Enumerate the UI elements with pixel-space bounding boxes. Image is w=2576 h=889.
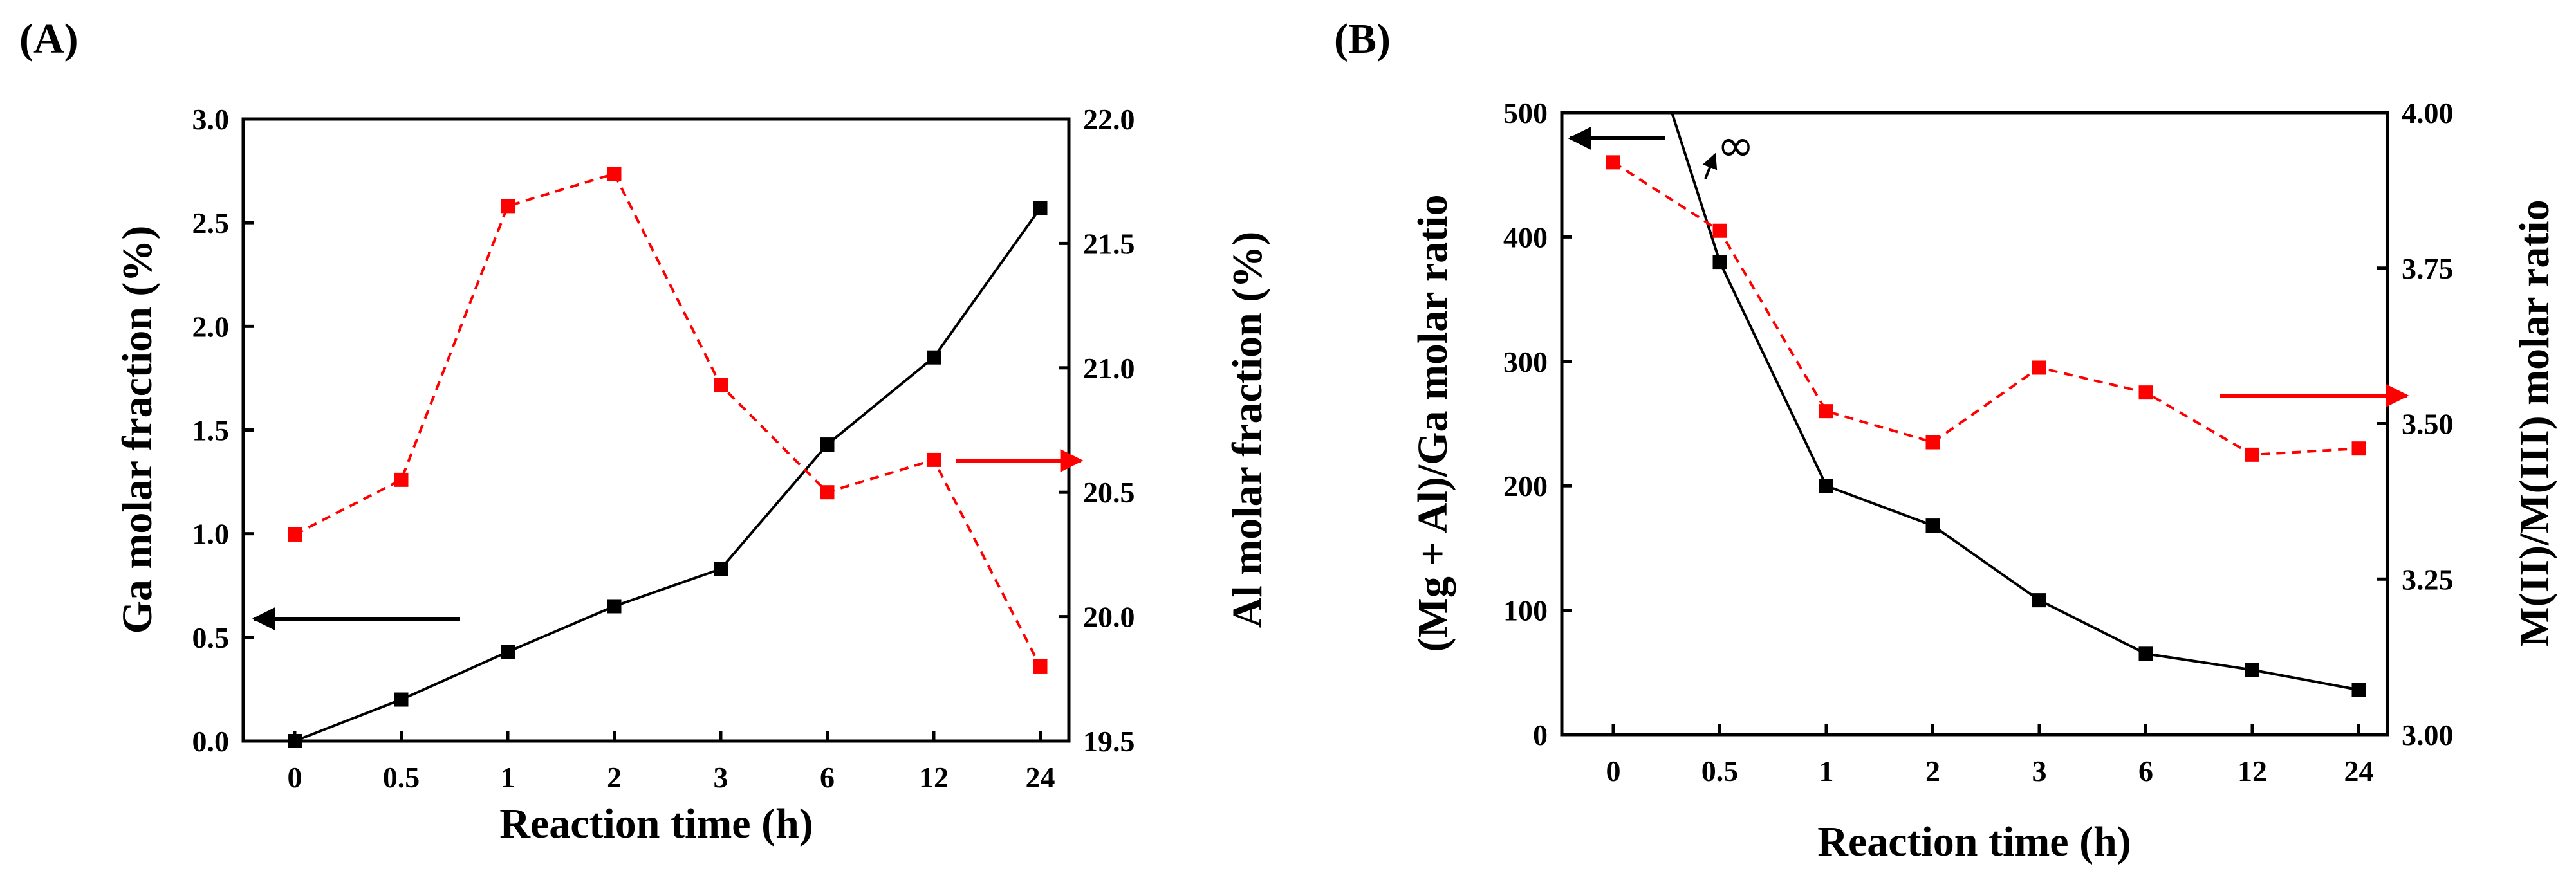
series-a [288,167,1048,748]
x-axis-title-a: Reaction time (h) [499,800,813,847]
series-line [294,172,1042,667]
x-tick-label: 12 [2238,755,2267,787]
y-ticks-left-b: 0 100 200 300 400 500 [1503,96,1572,751]
y-tick-label-left: 1.5 [192,414,230,447]
data-point [501,199,515,214]
y-tick-label-left: 400 [1503,221,1548,253]
data-point [501,645,515,659]
x-tick-label: 1 [501,761,515,794]
data-point [607,599,622,614]
data-point [2245,663,2259,677]
infinity-annotation: ∞ [1717,119,1754,172]
y-tick-label-right: 21.0 [1083,352,1135,385]
y-tick-label-left: 2.5 [192,206,230,239]
y-tick-label-left: 1.0 [192,518,230,551]
panel-a: (A) 0 0.5 1 2 3 6 12 24 0.00.51.01.52.02.53.0 1… [19,15,1271,847]
data-point [2032,593,2046,608]
y-tick-label-left: 0.0 [192,725,230,758]
y-tick-label-right: 19.5 [1083,725,1135,758]
x-tick-label: 0.5 [383,761,420,794]
y-tick-label-right: 20.0 [1083,601,1135,634]
x-tick-label: 1 [1819,755,1834,787]
data-point [1033,659,1048,674]
x-tick-label: 6 [2138,755,2153,787]
plot-frame-b [1560,111,2389,737]
y-ticks-right-b: 3.00 3.25 3.50 3.75 4.00 [2377,96,2454,751]
data-point [2245,447,2259,462]
x-tick-label: 0 [288,761,302,794]
data-point [288,734,302,748]
x-axis-title-b: Reaction time (h) [1817,818,2131,865]
y-ticks-right-a: 19.5 20.0 20.5 21.0 21.5 22.0 [1059,103,1135,758]
data-point [394,692,409,707]
x-tick-label: 24 [2344,755,2374,787]
x-tick-label: 3 [2032,755,2047,787]
y-tick-label-left: 100 [1503,594,1548,627]
x-tick-label: 2 [607,761,622,794]
y-tick-label-right: 21.5 [1083,227,1135,260]
y-tick-label-left: 2.0 [192,310,230,343]
y-tick-label-left: 200 [1503,470,1548,502]
y-tick-label-right: 3.25 [2402,563,2454,596]
data-point [2138,646,2153,661]
data-point [607,167,622,181]
x-tick-label: 12 [919,761,949,794]
y-tick-label-left: 0.5 [192,621,230,654]
y-tick-label-right: 22.0 [1083,103,1135,136]
y-axis-title-right-b: M(II)/M(III) molar ratio [2511,199,2558,646]
y-ticks-left-a: 0.0 0.5 1.0 1.5 2.0 2.5 3.0 [192,103,254,758]
y-tick-label-right: 3.00 [2402,719,2454,751]
data-point [1712,255,1727,270]
data-point [1033,201,1048,215]
y-tick-label-left: 500 [1503,96,1548,129]
data-point [1925,518,1940,533]
data-point [820,485,835,500]
infinity-pointer-arrow [1702,152,1718,179]
y-axis-title-left-a: Ga molar fraction (%) [114,226,161,634]
panel-label-b: (B) [1334,15,1391,62]
series-line [1612,161,2359,456]
x-ticks-b: 0 0.5 1 2 3 6 12 24 [1606,724,2374,787]
y-tick-label-left: 300 [1503,345,1548,378]
series-b [1606,112,2366,697]
y-tick-label-left: 3.0 [192,103,230,136]
data-point [1925,435,1940,450]
y-tick-label-right: 4.00 [2402,96,2454,129]
data-point [714,378,728,392]
x-tick-label: 2 [1925,755,1940,787]
data-point [2351,683,2366,697]
x-tick-label: 0 [1606,755,1621,787]
x-tick-label: 24 [1026,761,1055,794]
y-tick-label-left: 0 [1533,719,1548,751]
x-tick-label: 3 [714,761,728,794]
data-point [927,350,941,365]
data-point [394,472,409,487]
y-axis-title-left-b: (Mg + Al)/Ga molar ratio [1409,195,1456,652]
data-point [2032,360,2046,375]
panel-label-a: (A) [19,15,79,62]
data-point [1606,155,1620,170]
data-point [820,437,835,452]
data-point [1819,479,1833,493]
y-tick-label-right: 3.75 [2402,252,2454,285]
data-point [927,452,941,467]
x-tick-label: 6 [820,761,835,794]
data-point [2138,385,2153,400]
x-tick-label: 0.5 [1701,755,1739,787]
y-axis-title-right-a: Al molar fraction (%) [1224,232,1271,628]
x-ticks-a: 0 0.5 1 2 3 6 12 24 [288,731,1055,794]
series-line [1671,112,2359,692]
data-point [288,527,302,542]
y-tick-label-right: 3.50 [2402,408,2454,441]
series-line [294,207,1042,742]
data-point [1712,223,1727,238]
data-point [714,562,728,576]
data-point [2351,441,2366,456]
plot-frame-a [241,117,1071,743]
data-point [1819,404,1833,419]
y-tick-label-right: 20.5 [1083,476,1135,509]
